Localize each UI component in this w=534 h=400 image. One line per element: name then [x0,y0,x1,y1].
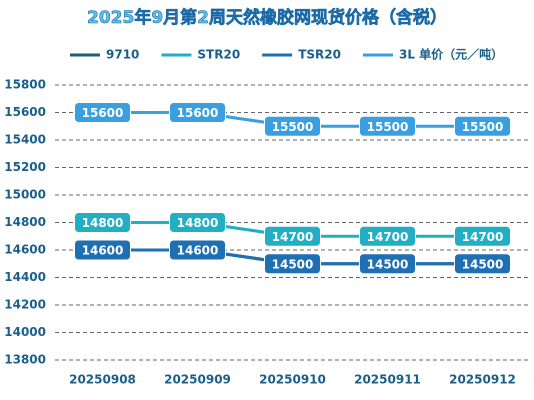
y-tick-label: 15000 [4,188,46,202]
x-tick-label: 20250912 [449,373,516,387]
y-tick-label: 15400 [4,133,46,147]
data-label-box [264,253,321,275]
y-tick-label: 13800 [4,353,46,367]
data-label-box [454,225,511,247]
y-tick-label: 14400 [4,270,46,284]
data-label-box [169,102,226,123]
data-label-box [359,253,416,275]
legend-label: 3L 单价（元／吨） [399,47,503,62]
y-tick-label: 14600 [4,243,46,257]
data-label: 15500 [367,120,409,134]
data-label-box [359,225,416,247]
data-label-box [264,225,321,247]
data-label: 15600 [82,106,124,120]
chart-title: 2025年9月第2周天然橡胶网现货价格（含税） [87,7,447,28]
data-label: 14500 [272,257,314,271]
y-tick-label: 14000 [4,325,46,339]
data-label-box [74,102,131,123]
y-tick-label: 15600 [4,105,46,119]
x-tick-label: 20250909 [164,373,231,387]
x-tick-label: 20250910 [259,373,326,387]
data-label-box [169,212,226,233]
y-tick-label: 14200 [4,298,46,312]
data-label: 14800 [177,216,219,230]
data-label: 14700 [462,230,504,244]
y-tick-label: 15800 [4,78,46,92]
legend-label: STR20 [197,48,240,62]
data-label-box [264,115,321,137]
data-label: 15600 [177,106,219,120]
data-label: 14700 [367,230,409,244]
data-label: 14500 [367,257,409,271]
data-label: 14600 [82,244,124,258]
data-label: 15500 [462,120,504,134]
legend-label: TSR20 [298,48,341,62]
x-tick-label: 20250908 [69,373,136,387]
data-label-box [454,253,511,275]
data-label: 14600 [177,244,219,258]
y-tick-label: 14800 [4,215,46,229]
legend-label: 9710 [106,48,139,62]
data-label: 14700 [272,230,314,244]
data-label-box [169,239,226,261]
data-label: 14800 [82,216,124,230]
y-tick-label: 15200 [4,160,46,174]
x-tick-label: 20250911 [354,373,421,387]
data-label: 15500 [272,120,314,134]
data-label-box [454,115,511,137]
data-label: 14500 [462,257,504,271]
data-label-box [74,239,131,261]
data-label-box [359,115,416,137]
data-label-box [74,212,131,233]
